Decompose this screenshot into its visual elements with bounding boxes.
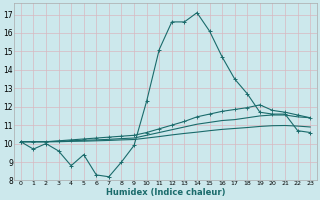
X-axis label: Humidex (Indice chaleur): Humidex (Indice chaleur) bbox=[106, 188, 225, 197]
